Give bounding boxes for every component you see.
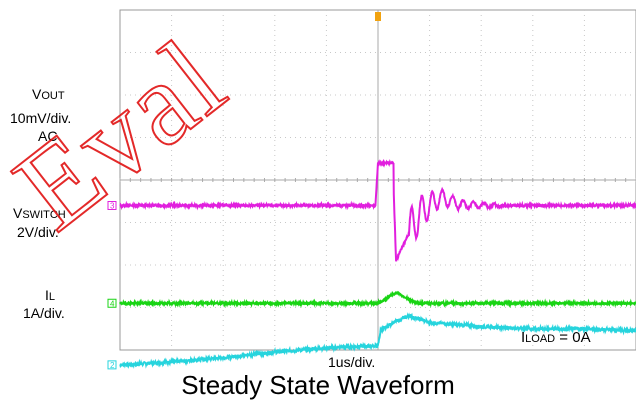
- channel-marker-label-2: 2: [110, 361, 115, 370]
- iload-annotation: ILOAD = 0A: [521, 329, 591, 346]
- trace-0: [119, 312, 636, 370]
- channel-marker-label-3: 3: [110, 202, 115, 211]
- timebase-label: 1us/div.: [328, 354, 376, 370]
- vout-scale: 10mV/div.: [10, 110, 72, 126]
- channel-marker-2: [107, 360, 117, 370]
- il-scale: 1A/div.: [23, 305, 65, 321]
- trace-2: [119, 290, 636, 309]
- chart-title: Steady State Waveform: [181, 370, 455, 400]
- vswitch-scale: 2V/div.: [17, 224, 59, 240]
- vout-coupling: AC: [38, 128, 58, 144]
- il-label: IL: [45, 287, 56, 303]
- channel-marker-label-4: 4: [110, 299, 115, 308]
- vout-label: VOUT: [32, 86, 65, 102]
- trace-1: [119, 158, 636, 262]
- vswitch-label: VSWITCH: [13, 205, 66, 221]
- trigger-marker: [375, 12, 381, 21]
- channel-marker-3: [107, 201, 117, 210]
- channel-marker-4: [107, 298, 117, 308]
